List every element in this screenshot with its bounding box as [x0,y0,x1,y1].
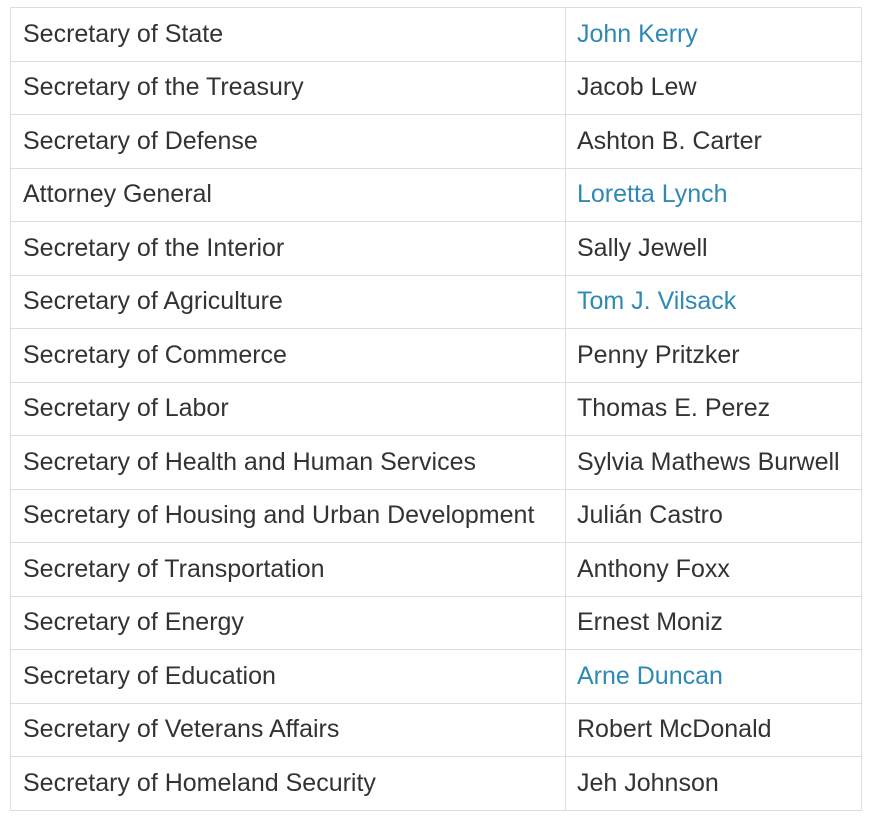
name-cell: Jeh Johnson [565,756,862,811]
table-row: Secretary of Housing and Urban Developme… [10,488,862,543]
name-cell: Anthony Foxx [565,542,862,597]
official-name: Julián Castro [577,501,723,530]
official-name-link[interactable]: Tom J. Vilsack [577,287,737,316]
official-name-link[interactable]: John Kerry [577,19,698,48]
official-name-link[interactable]: Arne Duncan [577,661,723,690]
official-name: Penny Pritzker [577,340,740,369]
name-cell: Robert McDonald [565,702,862,757]
name-cell: Sally Jewell [565,221,862,276]
table-row: Secretary of Agriculture Tom J. Vilsack [10,274,862,329]
position-cell: Secretary of the Treasury [10,60,566,115]
name-cell: Tom J. Vilsack [565,274,862,329]
official-name: Sylvia Mathews Burwell [577,447,840,476]
table-row: Secretary of Commerce Penny Pritzker [10,328,862,383]
position-cell: Secretary of Labor [10,381,566,436]
position-cell: Secretary of Defense [10,114,566,169]
position-cell: Secretary of Housing and Urban Developme… [10,488,566,543]
official-name: Ashton B. Carter [577,126,762,155]
table-row: Secretary of State John Kerry [10,7,862,62]
name-cell: Penny Pritzker [565,328,862,383]
name-cell: Ernest Moniz [565,595,862,650]
official-name: Jacob Lew [577,73,697,102]
position-cell: Secretary of Commerce [10,328,566,383]
position-cell: Secretary of Veterans Affairs [10,702,566,757]
table-row: Secretary of Defense Ashton B. Carter [10,114,862,169]
table-row: Secretary of Veterans Affairs Robert McDo… [10,702,862,757]
table-row: Secretary of the Treasury Jacob Lew [10,60,862,115]
official-name: Sally Jewell [577,233,708,262]
position-cell: Secretary of State [10,7,566,62]
official-name: Jeh Johnson [577,768,719,797]
name-cell: Thomas E. Perez [565,381,862,436]
cabinet-table-body: Secretary of State John Kerry Secretary of… [10,7,862,811]
table-row: Secretary of the Interior Sally Jewell [10,221,862,276]
name-cell: Arne Duncan [565,649,862,704]
table-row: Secretary of Energy Ernest Moniz [10,595,862,650]
position-cell: Secretary of Education [10,649,566,704]
position-cell: Secretary of Agriculture [10,274,566,329]
position-cell: Secretary of Transportation [10,542,566,597]
table-row: Secretary of Transportation Anthony Foxx [10,542,862,597]
position-cell: Secretary of the Interior [10,221,566,276]
table-row: Secretary of Homeland Security Jeh Johnso… [10,756,862,811]
name-cell: Sylvia Mathews Burwell [565,435,862,490]
name-cell: Jacob Lew [565,60,862,115]
position-cell: Secretary of Health and Human Services [10,435,566,490]
name-cell: Loretta Lynch [565,167,862,222]
name-cell: Ashton B. Carter [565,114,862,169]
official-name: Thomas E. Perez [577,394,771,423]
official-name: Anthony Foxx [577,554,730,583]
table-row: Secretary of Education Arne Duncan [10,649,862,704]
name-cell: John Kerry [565,7,862,62]
cabinet-table: Secretary of State John Kerry Secretary of… [10,7,862,811]
position-cell: Secretary of Energy [10,595,566,650]
position-cell: Secretary of Homeland Security [10,756,566,811]
official-name-link[interactable]: Loretta Lynch [577,180,728,209]
official-name: Robert McDonald [577,715,772,744]
table-row: Secretary of Labor Thomas E. Perez [10,381,862,436]
official-name: Ernest Moniz [577,608,723,637]
table-row: Secretary of Health and Human Services Sy… [10,435,862,490]
name-cell: Julián Castro [565,488,862,543]
table-row: Attorney General Loretta Lynch [10,167,862,222]
position-cell: Attorney General [10,167,566,222]
